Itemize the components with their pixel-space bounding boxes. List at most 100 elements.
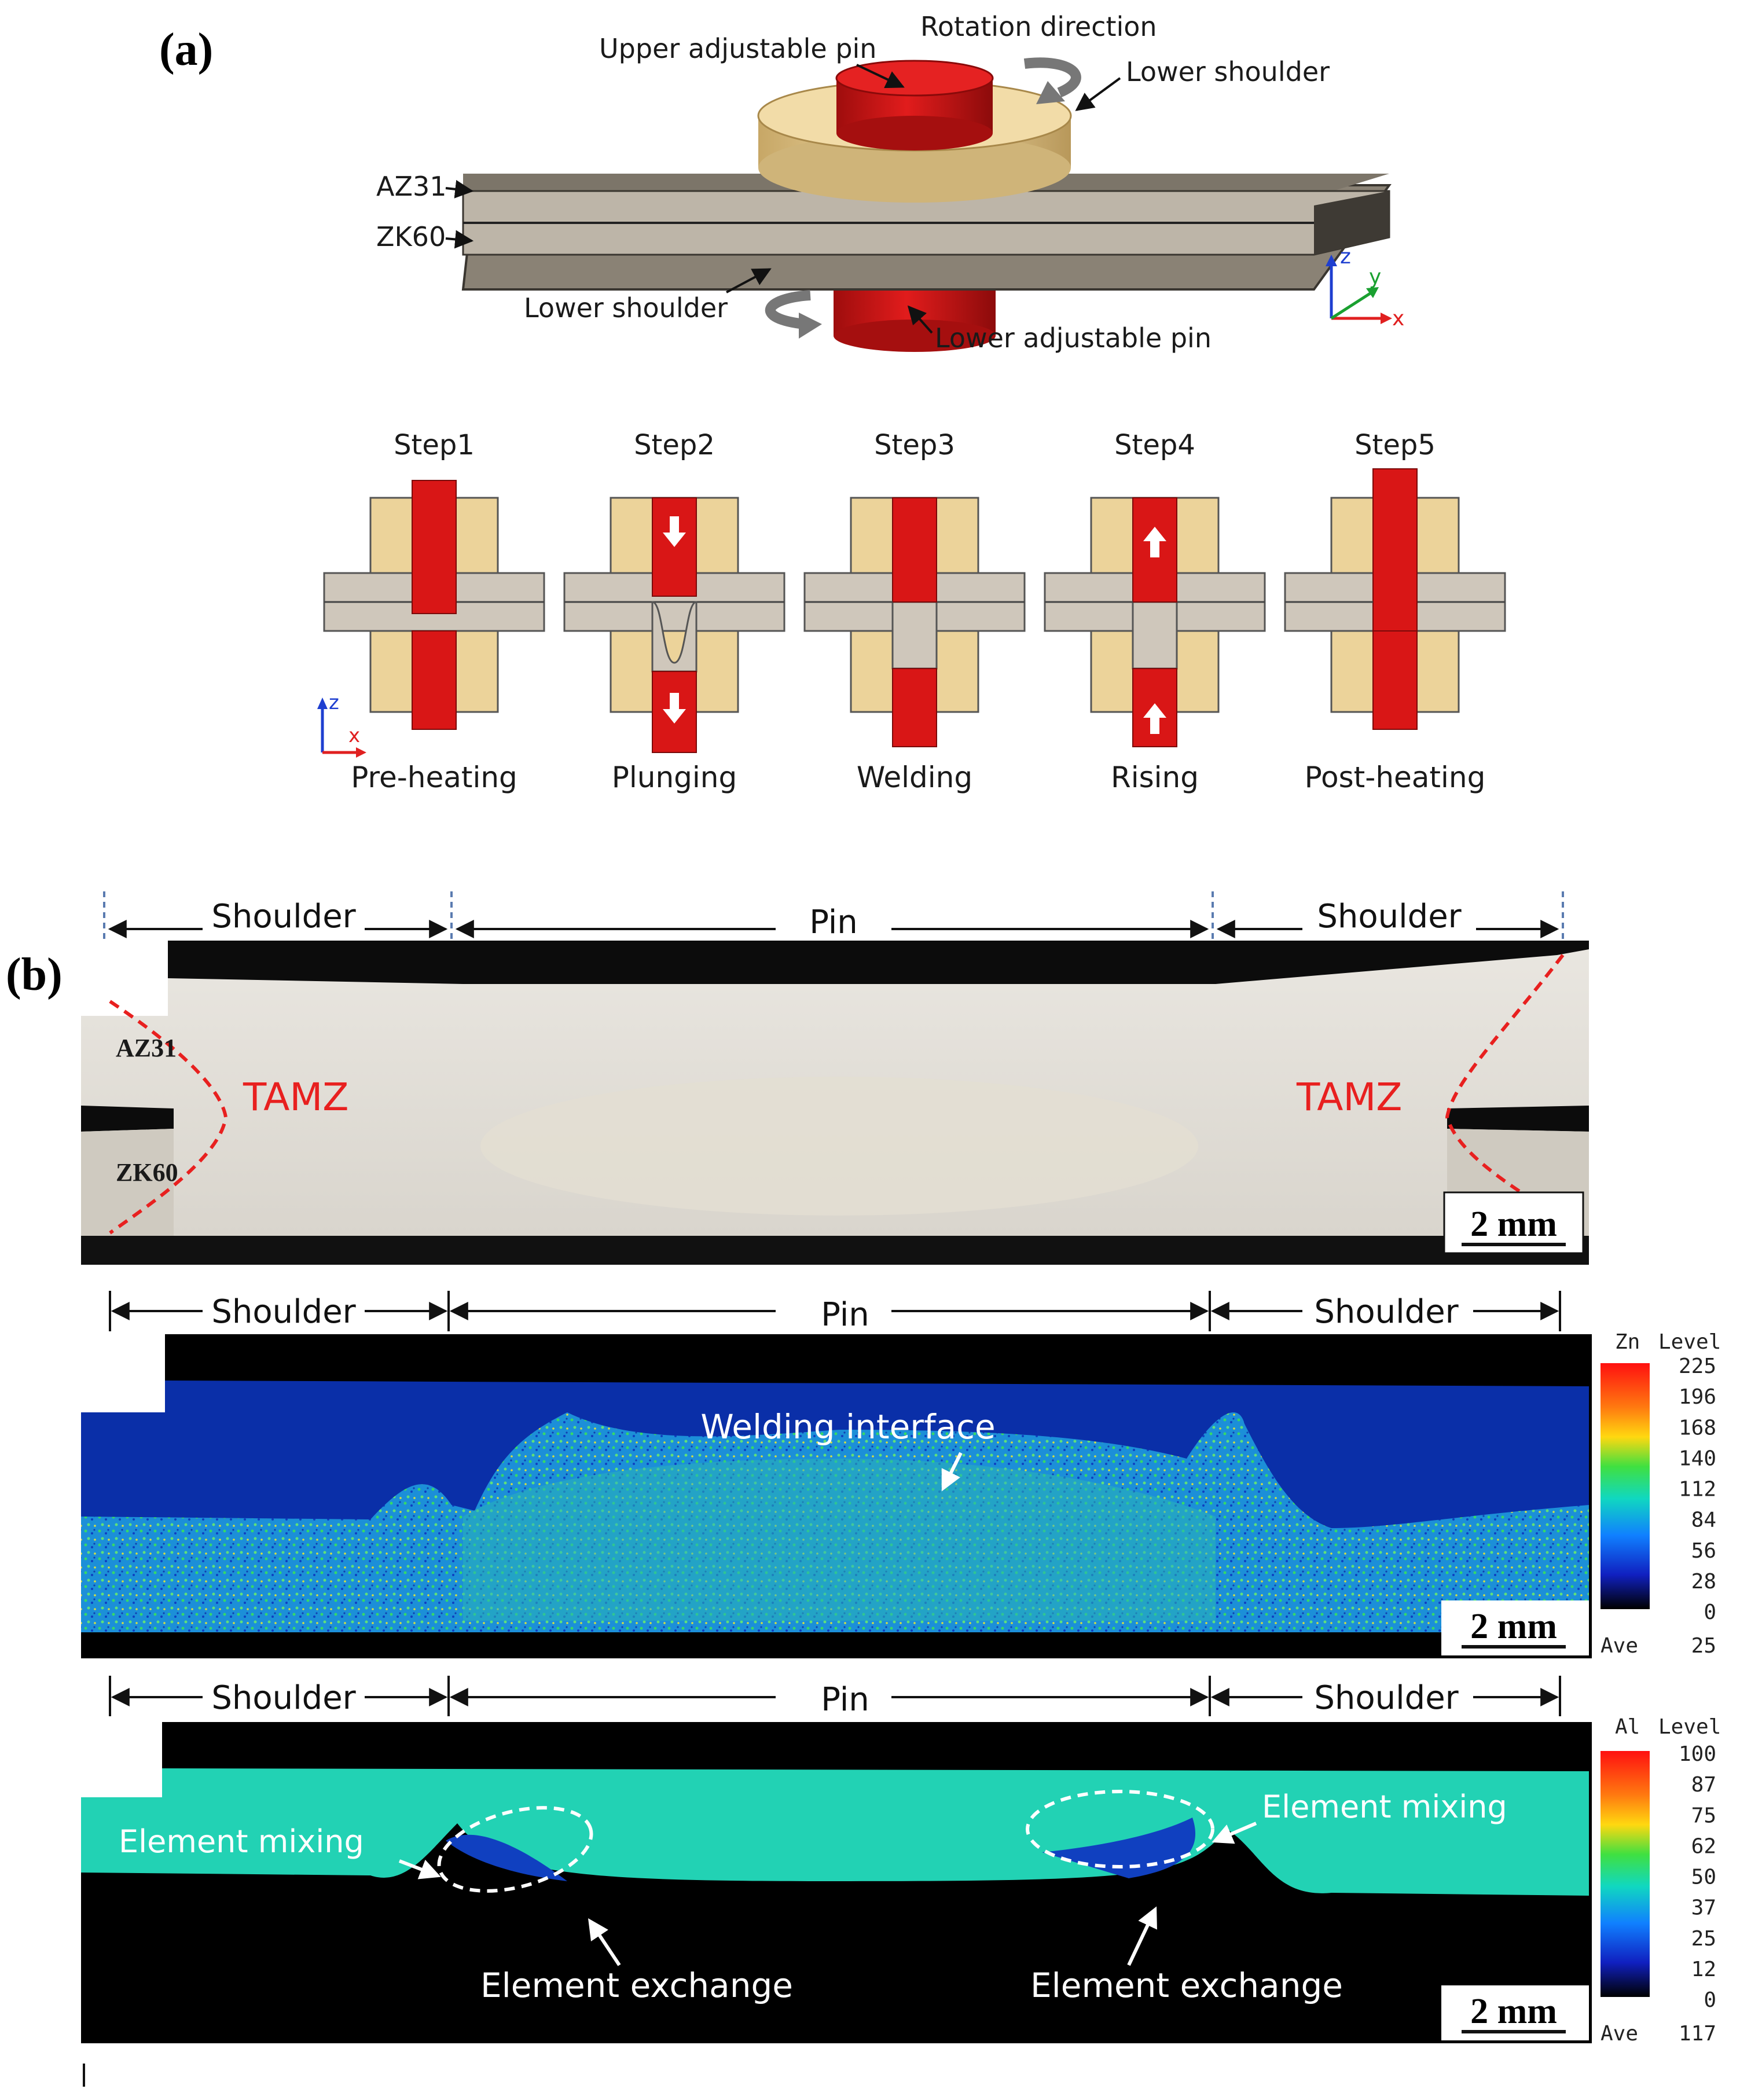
- legend-level: 112: [1679, 1478, 1716, 1501]
- optical-section: Shoulder Pin Shoulder TAMZ TAMZ AZ31 ZK6…: [81, 891, 1589, 1265]
- al-region-pin: Pin: [821, 1681, 869, 1719]
- al-ave-label: Ave: [1600, 2022, 1638, 2046]
- tamz-left: TAMZ: [243, 1075, 349, 1119]
- legend-level: 84: [1691, 1508, 1716, 1532]
- step-3-title: Step3: [874, 429, 955, 461]
- legend-level: 0: [1704, 1988, 1716, 2012]
- al-legend: Al Level 100 87 75 62 50 37 25 12 0 Ave 117: [1600, 1715, 1721, 2046]
- step-5-upper-pin: [1372, 468, 1418, 632]
- zn-legend-title: Level: [1658, 1330, 1721, 1354]
- legend-level: 56: [1691, 1539, 1716, 1563]
- panel-b-label: (b): [6, 949, 63, 1000]
- step-4: Step4 Rising: [1044, 429, 1266, 794]
- optical-zk60: ZK60: [116, 1158, 178, 1187]
- step-5-lower-pin: [1372, 630, 1418, 730]
- element-exchange-left: Element exchange: [480, 1966, 793, 2005]
- legend-level: 225: [1679, 1354, 1716, 1378]
- optical-az31: AZ31: [116, 1034, 177, 1062]
- step-3-upper-pin: [892, 497, 937, 603]
- zn-map: Shoulder Pin Shoulder 2 mm Welding inter…: [81, 1291, 1592, 1658]
- al-region-shoulder-right: Shoulder: [1314, 1679, 1459, 1717]
- step-5-title: Step5: [1354, 429, 1436, 461]
- axis3d-z: z: [1340, 245, 1351, 269]
- al-region-shoulder-left: Shoulder: [211, 1679, 356, 1717]
- label-lower-shoulder-bottom: Lower shoulder: [524, 292, 728, 324]
- up-arrow-icon: [1143, 703, 1166, 734]
- axis3d-x: x: [1392, 307, 1404, 331]
- down-arrow-icon: [663, 693, 686, 724]
- al-legend-title: Level: [1658, 1715, 1721, 1739]
- legend-level: 12: [1691, 1958, 1716, 1981]
- zn-region-shoulder-left: Shoulder: [211, 1293, 356, 1331]
- step-1-caption: Pre-heating: [351, 761, 517, 794]
- optical-region-shoulder-right: Shoulder: [1317, 898, 1462, 935]
- up-arrow-icon: [1143, 527, 1166, 557]
- zn-ave-value: 25: [1691, 1634, 1716, 1658]
- label-lower-pin: Lower adjustable pin: [935, 322, 1212, 354]
- label-az31: AZ31: [376, 171, 447, 202]
- axis2d-x: x: [348, 724, 360, 747]
- tool-assembly-3d: [461, 57, 1392, 352]
- step-3-caption: Welding: [857, 761, 972, 794]
- step-2-title: Step2: [634, 429, 715, 461]
- process-steps: Step1 Pre-heating Step2 Plunging Step3 Weldin…: [323, 429, 1506, 794]
- step-2: Step2 Plunging: [563, 429, 785, 794]
- element-exchange-right: Element exchange: [1030, 1966, 1343, 2005]
- panel-a-label: (a): [159, 24, 213, 75]
- zn-region-pin: Pin: [821, 1296, 869, 1334]
- axis3d-y: y: [1369, 265, 1381, 289]
- zn-legend: Zn Level 225 196 168 140 112 84 56 28 0 Ave 25: [1600, 1330, 1721, 1658]
- step-4-lower-pin: [1132, 668, 1177, 747]
- optical-region-pin: Pin: [809, 904, 858, 941]
- legend-level: 28: [1691, 1570, 1716, 1594]
- welding-interface-label: Welding interface: [700, 1407, 995, 1446]
- rotation-arrow-lower: [765, 290, 811, 329]
- element-mixing-right: Element mixing: [1262, 1789, 1507, 1825]
- axis-3d: z y x: [1326, 245, 1404, 331]
- optical-region-shoulder-left: Shoulder: [211, 898, 356, 935]
- al-ave-value: 117: [1679, 2022, 1716, 2046]
- lower-pin-bottom: [834, 320, 996, 352]
- zn-legend-element: Zn: [1615, 1330, 1640, 1354]
- legend-level: 100: [1679, 1742, 1716, 1766]
- al-scale-bar: 2 mm: [1470, 1992, 1557, 2031]
- legend-level: 196: [1679, 1385, 1716, 1409]
- legend-level: 25: [1691, 1927, 1716, 1951]
- zn-scale-bar: 2 mm: [1470, 1607, 1557, 1646]
- axis2d-z: z: [329, 691, 339, 714]
- step-1-title: Step1: [394, 429, 475, 461]
- zn-region-shoulder-right: Shoulder: [1314, 1293, 1459, 1331]
- step-2-caption: Plunging: [612, 761, 737, 794]
- legend-level: 87: [1691, 1773, 1716, 1797]
- legend-level: 140: [1679, 1446, 1716, 1470]
- step-5-caption: Post-heating: [1305, 761, 1486, 794]
- step-3: Step3 Welding: [803, 429, 1026, 794]
- label-zk60: ZK60: [376, 221, 446, 252]
- legend-level: 37: [1691, 1896, 1716, 1920]
- step-1-upper-pin: [412, 480, 457, 614]
- al-legend-element: Al: [1615, 1715, 1640, 1739]
- legend-level: 168: [1679, 1416, 1716, 1440]
- step-3-lower-pin: [892, 668, 937, 747]
- axis-2d: z x: [317, 691, 366, 758]
- step-1: Step1 Pre-heating: [323, 429, 545, 794]
- tamz-right: TAMZ: [1296, 1075, 1403, 1119]
- legend-level: 75: [1691, 1804, 1716, 1827]
- al-map: Shoulder Pin Shoulder 2 mm Element mixin…: [81, 1676, 1592, 2043]
- label-rotation-direction: Rotation direction: [920, 11, 1157, 42]
- step-1-lower-pin: [412, 630, 457, 730]
- down-arrow-icon: [663, 516, 686, 547]
- step-4-title: Step4: [1114, 429, 1195, 461]
- legend-level: 50: [1691, 1866, 1716, 1889]
- optical-scale-bar: 2 mm: [1470, 1205, 1557, 1244]
- label-lower-shoulder-top: Lower shoulder: [1126, 56, 1330, 87]
- step-5: Step5 Post-heating: [1284, 429, 1506, 794]
- legend-level: 62: [1691, 1834, 1716, 1858]
- rotation-arrow-upper: [1023, 57, 1081, 98]
- element-mixing-left: Element mixing: [119, 1823, 364, 1860]
- zn-ave-label: Ave: [1600, 1634, 1638, 1658]
- label-upper-pin: Upper adjustable pin: [599, 33, 876, 64]
- legend-level: 0: [1704, 1600, 1716, 1624]
- step-4-caption: Rising: [1111, 761, 1199, 794]
